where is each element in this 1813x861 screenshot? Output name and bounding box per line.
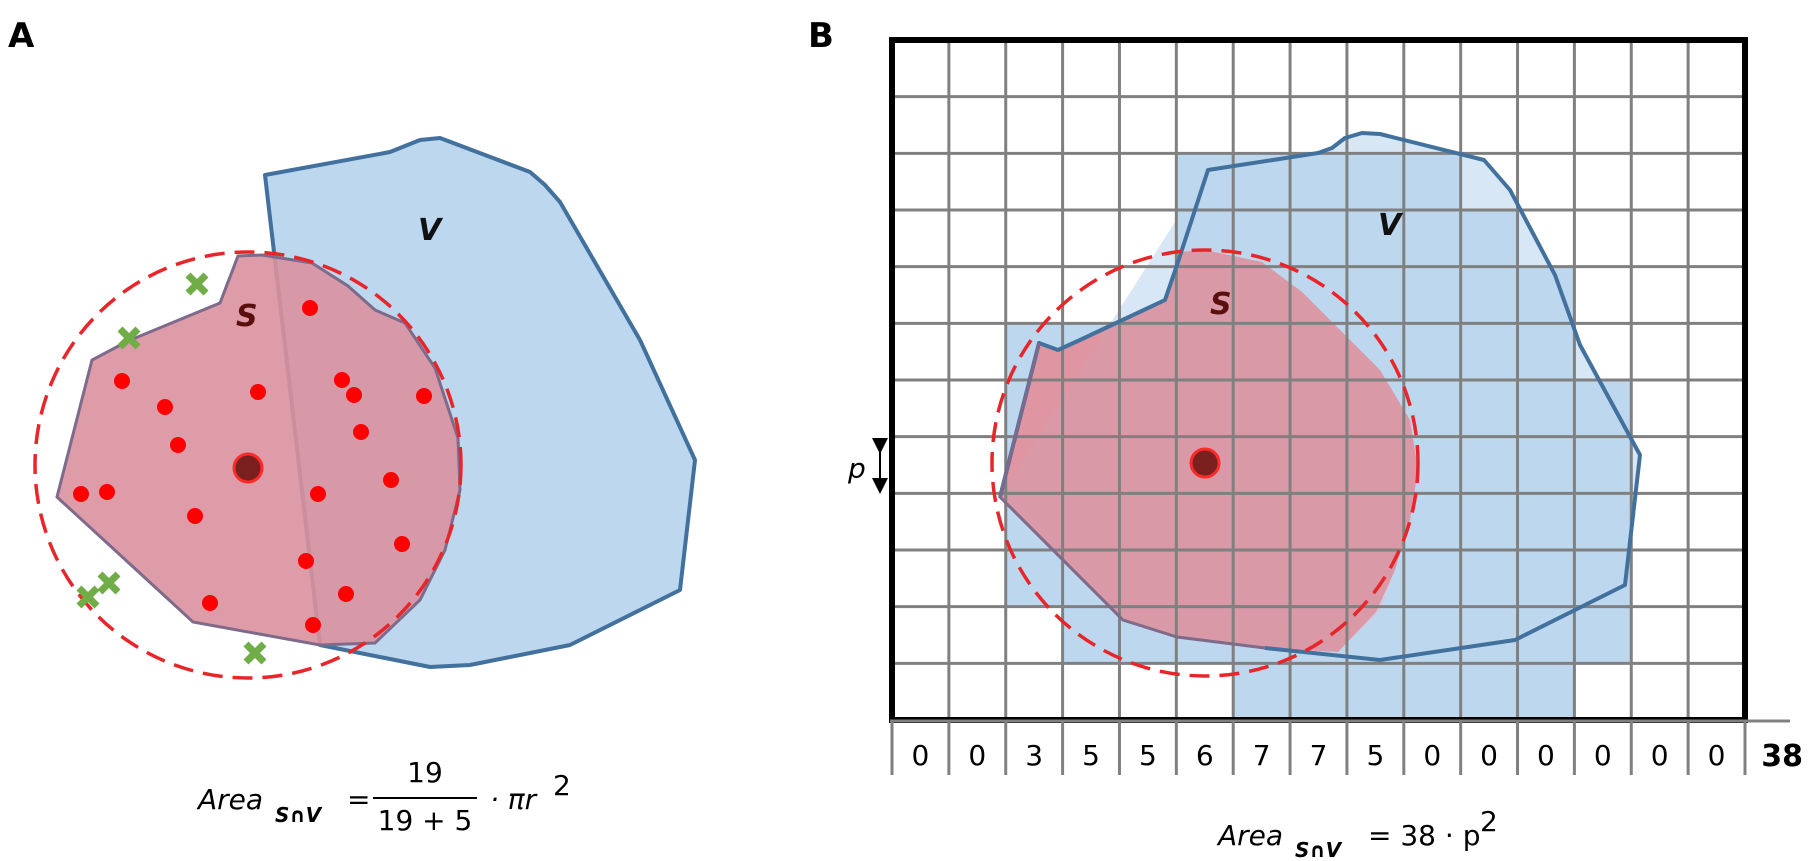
formula-a-rhs: · πr (490, 783, 538, 816)
column-count: 0 (1423, 739, 1441, 772)
column-count: 5 (1139, 739, 1157, 772)
inside-point (416, 388, 432, 404)
formula-b-rhs: = 38 · p (1368, 819, 1480, 852)
formula-b-exponent: 2 (1480, 805, 1498, 838)
inside-point (298, 553, 314, 569)
inside-point (99, 484, 115, 500)
column-count: 0 (1708, 739, 1726, 772)
formula-b-area: Area (1216, 819, 1283, 852)
inside-point (310, 486, 326, 502)
panel-b: B V S p 0 0 3 5 5 6 7 7 5 0 0 0 0 0 0 38 Area S∩V = 38… (808, 16, 1803, 861)
inside-point (338, 586, 354, 602)
inside-point (383, 472, 399, 488)
inside-point (250, 384, 266, 400)
column-count: 0 (912, 739, 930, 772)
label-s-a: S (236, 299, 258, 334)
inside-point (170, 437, 186, 453)
pixel-cell (1290, 663, 1347, 720)
pixel-size-label: p (847, 452, 866, 485)
sample-circle-a (33, 250, 463, 680)
formula-a-denominator: 19 + 5 (378, 804, 473, 837)
formula-b-subscript: S∩V (1295, 838, 1343, 861)
column-count: 0 (1480, 739, 1498, 772)
label-v-a: V (418, 213, 444, 248)
formula-a-exponent: 2 (553, 769, 571, 802)
formula-a-equals: = (347, 783, 370, 816)
inside-point (157, 399, 173, 415)
column-count: 3 (1025, 739, 1043, 772)
region-s-b-outline (998, 342, 1266, 650)
inside-point (302, 300, 318, 316)
column-count: 6 (1196, 739, 1214, 772)
formula-a-area: Area (196, 783, 263, 816)
inside-point (202, 595, 218, 611)
column-count-strip: 0 0 3 5 5 6 7 7 5 0 0 0 0 0 0 (890, 719, 1790, 775)
inside-point (114, 373, 130, 389)
pixel-cell (1233, 663, 1291, 720)
inside-point (305, 617, 321, 633)
inside-points (73, 300, 432, 633)
pixel-cell (1574, 606, 1632, 664)
center-point-b (1189, 447, 1221, 479)
outside-point-x (97, 571, 121, 595)
panel-a-letter: A (8, 16, 35, 56)
column-count: 7 (1253, 739, 1271, 772)
outside-point-x (76, 585, 100, 609)
column-count: 5 (1082, 739, 1100, 772)
inside-point (394, 536, 410, 552)
label-v-b: V (1378, 208, 1404, 243)
inside-point (353, 424, 369, 440)
inside-point (73, 486, 89, 502)
column-count: 0 (968, 739, 986, 772)
pixel-cell (1517, 663, 1575, 720)
formula-a: Area S∩V = 19 19 + 5 · πr 2 (196, 756, 571, 837)
inside-point (334, 372, 350, 388)
panel-b-letter: B (808, 16, 834, 56)
column-count: 0 (1537, 739, 1555, 772)
center-point-a (232, 452, 264, 484)
formula-b: Area S∩V = 38 · p 2 (1216, 805, 1498, 861)
formula-a-subscript: S∩V (275, 803, 323, 827)
inside-point (346, 387, 362, 403)
region-v-b-outline (998, 131, 1642, 662)
column-count: 5 (1366, 739, 1384, 772)
inside-point (187, 508, 203, 524)
outside-points (76, 272, 267, 665)
sample-circle-b (990, 248, 1420, 678)
label-s-b: S (1210, 287, 1232, 322)
column-count: 0 (1594, 739, 1612, 772)
pixel-cell (1403, 663, 1461, 720)
pixel-cell (1346, 663, 1404, 720)
pixel-cell (1460, 663, 1518, 720)
panel-a: A (8, 16, 697, 837)
column-count: 0 (1651, 739, 1669, 772)
outside-point-x (117, 326, 141, 350)
outside-point-x (185, 272, 209, 296)
column-count-total: 38 (1761, 739, 1803, 774)
formula-a-numerator: 19 (407, 756, 443, 789)
column-count: 7 (1310, 739, 1328, 772)
outside-point-x (243, 641, 267, 665)
